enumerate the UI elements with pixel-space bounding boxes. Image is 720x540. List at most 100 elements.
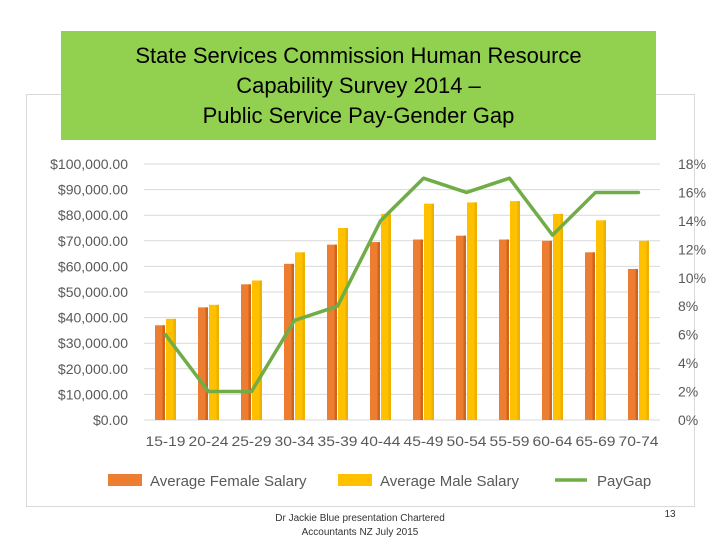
footer-note-line-1: Dr Jackie Blue presentation Chartered xyxy=(275,513,445,524)
x-axis-tick-label: 55-59 xyxy=(490,433,530,449)
left-axis-tick-label: $50,000.00 xyxy=(58,284,128,300)
male-salary-bar-shade-60-64 xyxy=(560,213,563,420)
female-salary-bar-shade-65-69 xyxy=(592,252,595,420)
male-salary-bar-shade-55-59 xyxy=(517,201,520,420)
right-axis-tick-label: 8% xyxy=(678,298,698,314)
footer-note: Dr Jackie Blue presentation Chartered Ac… xyxy=(250,512,470,540)
right-axis-tick-label: 6% xyxy=(678,327,698,343)
female-salary-bar-30-34 xyxy=(284,263,294,420)
left-axis-tick-labels: $0.00 $10,000.00 $20,000.00 $30,000.00 $40,0… xyxy=(50,156,128,428)
x-axis-tick-label: 35-39 xyxy=(318,433,358,449)
x-axis-tick-label: 20-24 xyxy=(189,433,229,449)
male-salary-bar-shade-25-29 xyxy=(259,280,262,420)
male-salary-bar-shade-40-44 xyxy=(388,213,391,420)
x-axis-tick-label: 50-54 xyxy=(447,433,487,449)
legend-swatch-male xyxy=(338,474,372,486)
right-axis-tick-label: 18% xyxy=(678,156,706,172)
right-axis-tick-label: 14% xyxy=(678,213,706,229)
male-salary-bar-35-39 xyxy=(338,228,348,420)
male-salary-bar-25-29 xyxy=(252,280,262,420)
right-axis-tick-label: 2% xyxy=(678,384,698,400)
female-salary-bar-20-24 xyxy=(198,307,208,420)
male-salary-bar-70-74 xyxy=(639,240,649,420)
female-salary-bar-shade-20-24 xyxy=(205,307,208,420)
male-salary-bar-shade-20-24 xyxy=(216,304,219,420)
male-salary-bar-15-19 xyxy=(166,318,176,420)
left-axis-tick-label: $30,000.00 xyxy=(58,335,128,351)
male-salary-bar-shade-45-49 xyxy=(431,203,434,420)
left-axis-tick-label: $70,000.00 xyxy=(58,233,128,249)
male-salary-bar-shade-50-54 xyxy=(474,202,477,420)
female-salary-bar-shade-60-64 xyxy=(549,240,552,420)
female-salary-bar-shade-70-74 xyxy=(635,268,638,420)
female-salary-bar-40-44 xyxy=(370,242,380,420)
paygap-line xyxy=(163,176,641,394)
right-axis-tick-label: 4% xyxy=(678,355,698,371)
female-salary-bar-65-69 xyxy=(585,252,595,420)
slide-title-line-2: Capability Survey 2014 – xyxy=(236,72,481,98)
female-salary-bar-shade-45-49 xyxy=(420,239,423,420)
female-salary-bar-25-29 xyxy=(241,284,251,420)
male-salary-bar-65-69 xyxy=(596,220,606,420)
right-axis-tick-label: 0% xyxy=(678,412,698,428)
paygap-line-layer xyxy=(163,176,641,394)
chart-frame xyxy=(26,94,695,507)
male-salary-bar-shade-35-39 xyxy=(345,228,348,420)
x-axis-tick-label: 45-49 xyxy=(404,433,444,449)
female-salary-bar-shade-15-19 xyxy=(162,325,165,420)
male-salary-bar-shade-70-74 xyxy=(646,240,649,420)
male-salary-bar-20-24 xyxy=(209,304,219,420)
female-salary-bar-shade-50-54 xyxy=(463,235,466,420)
female-salary-bar-60-64 xyxy=(542,240,552,420)
female-salary-bar-shade-55-59 xyxy=(506,239,509,420)
male-salary-bar-shade-15-19 xyxy=(173,318,176,420)
female-salary-bar-15-19 xyxy=(155,325,165,420)
legend-label: Average Female Salary xyxy=(150,473,307,490)
x-axis-tick-label: 65-69 xyxy=(576,433,616,449)
right-axis-tick-labels: 0% 2% 4% 6% 8% 10% 12% 14% 16% 18% xyxy=(678,156,706,428)
x-axis-tick-label: 70-74 xyxy=(619,433,659,449)
right-axis-tick-label: 12% xyxy=(678,241,706,257)
slide-title: State Services Commission Human Resource… xyxy=(61,31,656,140)
female-salary-bar-70-74 xyxy=(628,268,638,420)
female-salary-bar-35-39 xyxy=(327,244,337,420)
male-salary-bar-30-34 xyxy=(295,252,305,420)
x-axis-tick-labels: 15-19 20-24 25-29 30-34 35-39 40-44 45-49 50-54… xyxy=(146,433,659,449)
slide-number: 13 xyxy=(664,509,676,520)
male-salary-bar-shade-65-69 xyxy=(603,220,606,420)
female-salary-bar-50-54 xyxy=(456,235,466,420)
bars xyxy=(155,201,649,420)
slide-title-line-3: Public Service Pay-Gender Gap xyxy=(202,102,515,128)
right-axis-tick-label: 10% xyxy=(678,270,706,286)
male-salary-bar-55-59 xyxy=(510,201,520,420)
footer-note-line-2: Accountants NZ July 2015 xyxy=(301,527,419,538)
female-salary-bar-shade-25-29 xyxy=(248,284,251,420)
left-axis-tick-label: $20,000.00 xyxy=(58,361,128,377)
grid-lines xyxy=(144,163,660,421)
male-salary-bar-60-64 xyxy=(553,213,563,420)
x-axis-tick-label: 40-44 xyxy=(361,433,401,449)
legend-label: Average Male Salary xyxy=(380,473,519,490)
female-salary-bar-shade-35-39 xyxy=(334,244,337,420)
female-salary-bar-55-59 xyxy=(499,239,509,420)
legend-label: PayGap xyxy=(597,473,651,490)
male-salary-bar-50-54 xyxy=(467,202,477,420)
male-salary-bar-40-44 xyxy=(381,213,391,420)
x-axis-tick-label: 15-19 xyxy=(146,433,186,449)
x-axis-tick-label: 25-29 xyxy=(232,433,272,449)
left-axis-tick-label: $10,000.00 xyxy=(58,386,128,402)
female-salary-bar-45-49 xyxy=(413,239,423,420)
male-salary-bar-shade-30-34 xyxy=(302,252,305,420)
left-axis-tick-label: $100,000.00 xyxy=(50,156,128,172)
legend-swatch-female xyxy=(108,474,142,486)
left-axis-tick-label: $40,000.00 xyxy=(58,310,128,326)
left-axis-tick-label: $60,000.00 xyxy=(58,258,128,274)
left-axis-tick-label: $0.00 xyxy=(93,412,128,428)
female-salary-bar-shade-30-34 xyxy=(291,263,294,420)
male-salary-bar-45-49 xyxy=(424,203,434,420)
right-axis-tick-label: 16% xyxy=(678,184,706,200)
left-axis-tick-label: $80,000.00 xyxy=(58,207,128,223)
left-axis-tick-label: $90,000.00 xyxy=(58,182,128,198)
slide-title-line-1: State Services Commission Human Resource xyxy=(135,42,582,68)
